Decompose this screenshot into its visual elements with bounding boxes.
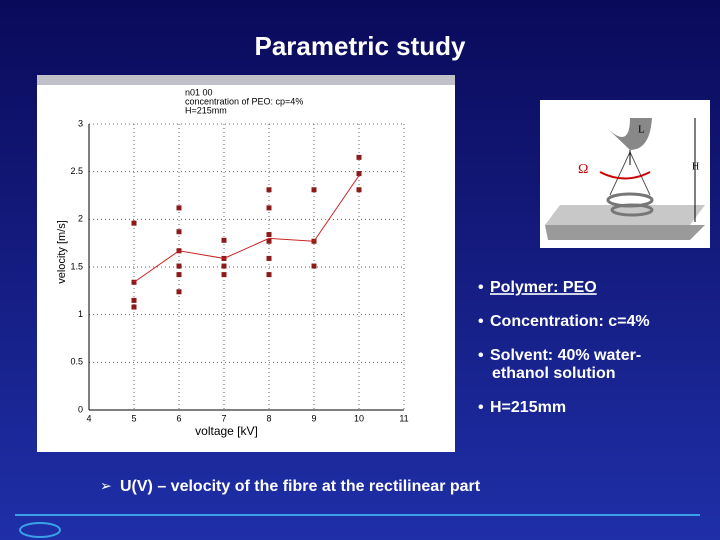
x-tick-label: 8: [266, 413, 271, 423]
point: [131, 220, 137, 226]
point: [131, 297, 137, 303]
point: [176, 272, 182, 278]
rotation-label: Ω: [578, 162, 588, 177]
x-axis-label: voltage [kV]: [195, 424, 258, 438]
y-tick-label: 2.5: [70, 166, 83, 176]
point: [176, 263, 182, 269]
annotation: n01 00: [185, 87, 213, 97]
annotation: H=215mm: [185, 105, 227, 115]
jet: [609, 151, 651, 196]
point: [176, 229, 182, 235]
x-tick-label: 11: [399, 413, 408, 423]
nozzle: [607, 118, 652, 150]
panel-header: [37, 75, 455, 85]
coil: [610, 203, 654, 217]
point: [266, 187, 272, 193]
point: [356, 187, 362, 193]
rotation-arrow: [599, 171, 651, 180]
y-axis-label: velocity [m/s]: [56, 220, 68, 284]
point: [221, 263, 227, 269]
slide-title: Parametric study: [255, 31, 467, 61]
point: [356, 171, 362, 177]
point: [131, 304, 137, 310]
chart-panel: [37, 75, 455, 452]
plate: [545, 225, 705, 240]
logo: [19, 522, 61, 538]
x-tick-label: 9: [311, 413, 316, 423]
x-tick-label: 4: [86, 413, 91, 423]
x-tick-label: 6: [176, 413, 181, 423]
x-tick-label: 7: [221, 413, 226, 423]
annotation: concentration of PEO: cp=4%: [185, 96, 303, 106]
bullet-marker: •: [478, 399, 484, 416]
point: [176, 205, 182, 211]
y-tick-label: 1.5: [70, 261, 83, 271]
point: [266, 238, 272, 244]
bullet-marker: •: [478, 279, 484, 296]
point: [221, 272, 227, 278]
y-tick-label: 0: [78, 404, 83, 414]
point: [266, 272, 272, 278]
bullet-marker: •: [478, 347, 484, 364]
point: [266, 205, 272, 211]
bullet-text: H=215mm: [490, 399, 566, 416]
line: [133, 175, 360, 283]
y-tick-label: 3: [78, 118, 83, 128]
x-tick-label: 10: [354, 413, 364, 423]
point: [221, 237, 227, 243]
length-label: L: [638, 124, 645, 136]
point: [311, 187, 317, 193]
x-tick-label: 5: [131, 413, 136, 423]
bullet-text: Polymer: PEO: [490, 279, 597, 296]
point: [266, 232, 272, 238]
point: [266, 255, 272, 261]
bullet-text: Concentration: c=4%: [490, 313, 650, 330]
y-tick-label: 0.5: [70, 357, 83, 367]
y-tick-label: 2: [78, 214, 83, 224]
y-tick-label: 1: [78, 309, 83, 319]
footer-text: U(V) – velocity of the fibre at the rect…: [120, 478, 481, 495]
point: [356, 154, 362, 160]
setup-diagram: L H Ω: [540, 100, 710, 248]
bullet-marker: •: [478, 313, 484, 330]
point: [311, 263, 317, 269]
height-label: H: [692, 161, 699, 172]
point: [176, 289, 182, 295]
bullet-text: Solvent: 40% water-: [490, 347, 641, 364]
footer-marker: ➢: [100, 478, 112, 494]
bullet-text: ethanol solution: [492, 365, 616, 382]
